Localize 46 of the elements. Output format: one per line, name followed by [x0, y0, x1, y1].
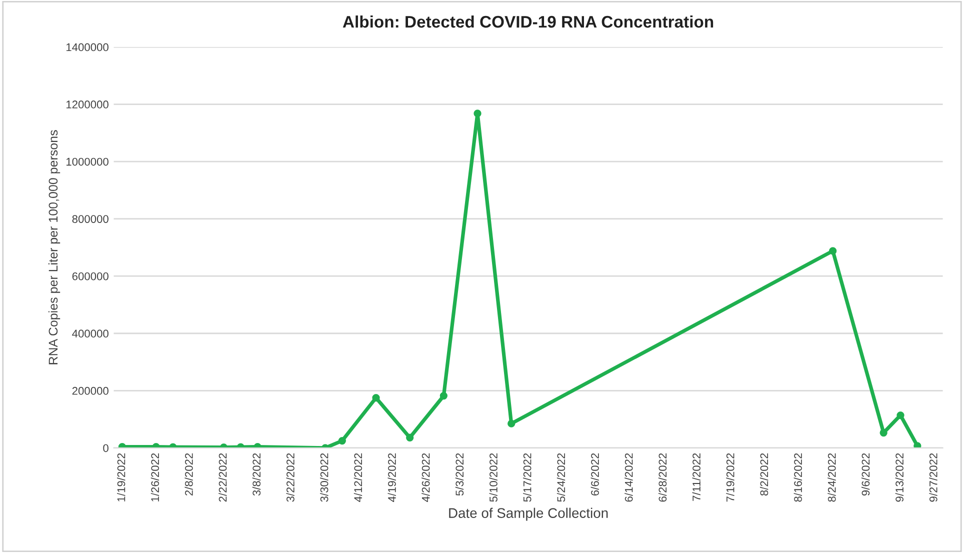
point [914, 442, 922, 448]
x-tick-label: 9/6/2022 [861, 453, 870, 496]
x-tick-label: 8/24/2022 [828, 453, 836, 502]
x-tick-label: 5/17/2022 [523, 453, 532, 502]
y-tick-label: 800000 [72, 215, 108, 223]
point [406, 434, 414, 442]
x-tick-label: 6/6/2022 [590, 453, 599, 496]
point [828, 247, 837, 255]
x-tick-label: 9/13/2022 [895, 453, 904, 502]
x-tick-label: 3/30/2022 [320, 453, 328, 502]
point [474, 110, 482, 118]
point [508, 420, 516, 428]
y-tick-label: 0 [103, 444, 108, 452]
x-tick-label: 7/11/2022 [692, 453, 700, 501]
x-tick-label: 7/19/2022 [726, 453, 734, 502]
y-tick-label: 1400000 [66, 43, 108, 52]
x-tick-label: 5/10/2022 [489, 453, 498, 502]
point [880, 428, 888, 437]
x-tick-label: 3/22/2022 [286, 453, 294, 502]
point [338, 436, 346, 445]
x-tick-label: 8/16/2022 [794, 453, 802, 502]
y-tick-label: 1200000 [66, 100, 108, 108]
chart-title: Albion: Detected COVID-19 RNA Concentration [342, 15, 714, 28]
x-tick-label: 5/24/2022 [556, 453, 566, 502]
x-tick-label: 2/22/2022 [218, 453, 227, 502]
x-tick-label: 1/26/2022 [150, 453, 160, 502]
x-axis-title: Date of Sample Collection [449, 508, 608, 521]
y-axis-title: RNA Copies per Liter per 100,000 persons [48, 130, 60, 364]
x-tick-label: 2/8/2022 [184, 453, 193, 496]
y-tick-label: 400000 [72, 330, 108, 338]
x-tick-label: 1/19/2022 [117, 453, 126, 502]
x-tick-label: 6/28/2022 [658, 453, 667, 502]
x-tick-label: 9/27/2022 [929, 453, 938, 502]
x-tick-label: 8/2/2022 [760, 453, 768, 496]
point [896, 411, 904, 420]
point [372, 394, 380, 402]
x-tick-label: 5/3/2022 [455, 453, 464, 496]
y-tick-label: 600000 [72, 272, 108, 280]
x-tick-label: 4/26/2022 [422, 453, 430, 502]
y-tick-label: 200000 [72, 386, 108, 395]
x-tick-label: 4/12/2022 [354, 453, 362, 502]
point [440, 392, 448, 400]
x-tick-label: 4/19/2022 [388, 453, 396, 502]
y-tick-label: 1000000 [66, 158, 108, 166]
x-tick-label: 3/8/2022 [252, 453, 261, 496]
x-tick-label: 6/14/2022 [624, 453, 633, 502]
